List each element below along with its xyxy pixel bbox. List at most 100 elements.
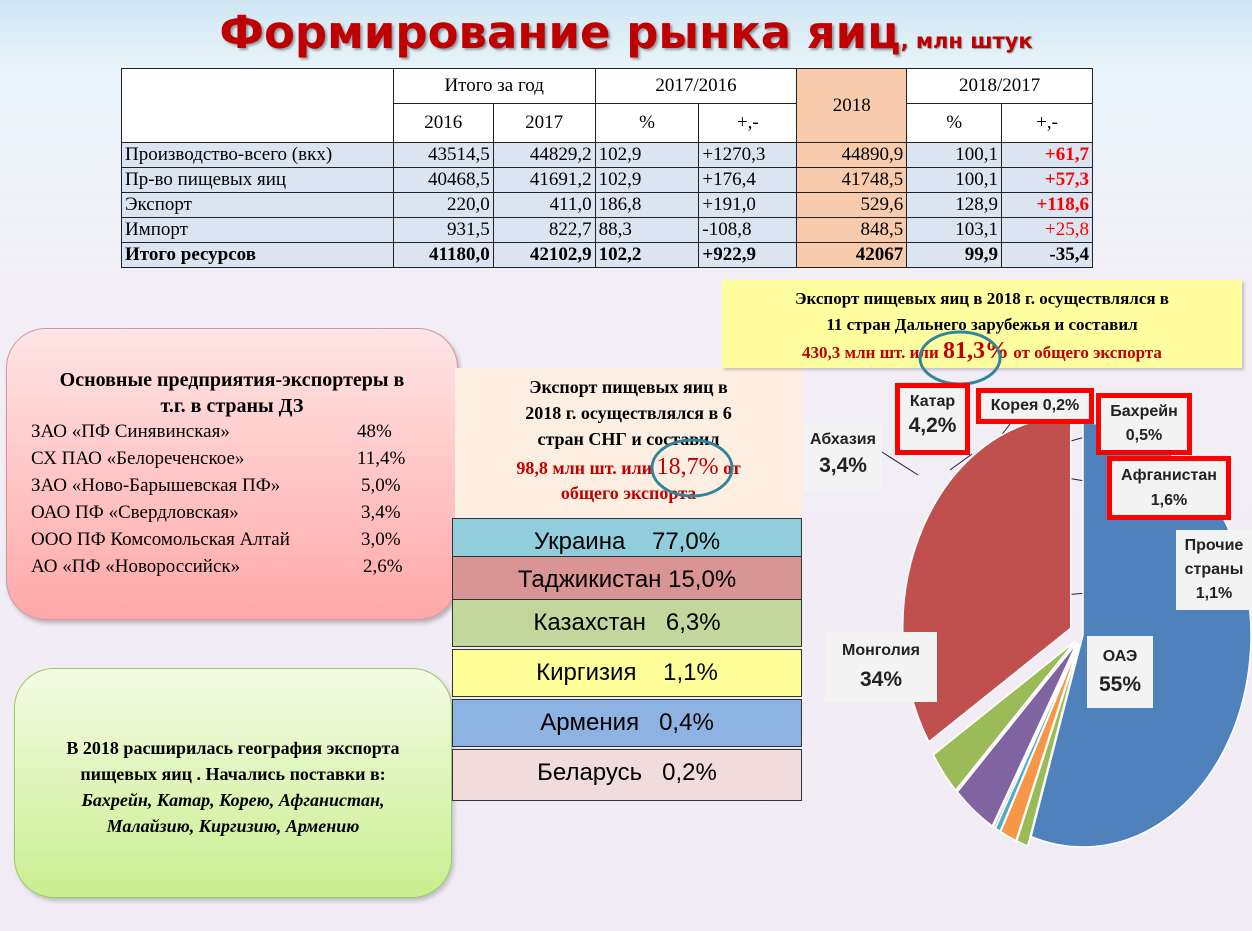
cell: +118,6 [1001,192,1093,218]
cis-line: Экспорт пищевых яиц в [529,377,728,397]
title-main: Формирование рынка яиц [219,6,901,59]
pie-label-other: Прочие страны 1,1% [1176,530,1252,610]
cell: +25,8 [1001,217,1093,243]
cis-country-row: Казахстан 6,3% [452,599,802,647]
subheader-2017: 2017 [492,103,596,143]
header-2017-2016: 2017/2016 [594,68,798,104]
cell: 41691,2 [492,167,596,193]
label-value: 3,4% [819,454,867,477]
cell: 42067 [796,242,908,268]
pie-slice-6 [932,640,1076,792]
exporter-name: ЗАО «ПФ Синявинская» [31,421,230,442]
subheader-diff-2: +,- [1001,103,1093,143]
cell: 128,9 [906,192,1003,218]
cell: 529,6 [796,192,908,218]
cis-country-row: Таджикистан 15,0% [452,556,802,604]
header-2018-2017: 2018/2017 [906,68,1093,104]
country-share: 1,1% [663,659,718,686]
cell: 186,8 [594,192,700,218]
row-label: Производство-всего (вкх) [121,142,394,168]
header-total-year: Итого за год [392,68,596,104]
cell: 100,1 [906,142,1003,168]
cis-share: 18,7% [656,454,719,480]
header-2018: 2018 [796,68,908,143]
label-value: 1,6% [1150,492,1188,509]
label-value: 4,2% [908,414,957,437]
cell: 102,9 [594,142,700,168]
row-label: Импорт [121,217,394,243]
label-name: Монголия [842,642,920,659]
label-value: 55% [1098,673,1142,696]
leader-line-1 [949,453,973,471]
subheader-pct-1: % [594,103,700,143]
row-label: Итого ресурсов [121,242,394,268]
cis-country-row: Беларусь 0,2% [452,749,802,801]
pie-slice-1 [1015,644,1081,848]
pie-slice-4 [992,643,1079,830]
exporters-heading-line: т.г. в страны ДЗ [160,395,304,417]
label-value: 0,5% [1125,427,1163,444]
table-row-total: Итого ресурсов 41180,0 42102,9 102,2 +92… [121,242,1093,268]
table-row: Производство-всего (вкх) 43514,5 44829,2… [121,142,1093,168]
label-name: Корея 0,2% [990,397,1080,414]
label-name: Абхазия [810,431,876,448]
cell: 40468,5 [392,167,494,193]
exporter-share: 2,6% [363,556,403,577]
exporter-item: ООО ПФ Комсомольская Алтай 3,0% [31,529,401,551]
label-value: 34% [859,668,903,691]
country-share: 77,0% [651,528,721,555]
far-line: 11 стран Дальнего зарубежья и составил [826,315,1138,334]
cell: 103,1 [906,217,1003,243]
row-label: Пр-во пищевых яиц [121,167,394,193]
cell: 44829,2 [492,142,596,168]
cell: -35,4 [1001,242,1093,268]
geo-line: В 2018 расширилась география экспорта [66,738,400,758]
cell: +61,7 [1001,142,1093,168]
cell: 102,9 [594,167,700,193]
cell: 88,3 [594,217,700,243]
exporter-item: СХ ПАО «Белореченское» 11,4% [31,448,405,470]
exporter-item: АО «ПФ «Новороссийск» 2,6% [31,556,403,578]
cis-amount: 98,8 млн шт. или [516,458,657,478]
cis-line: 98,8 млн шт. или 18,7% от [455,454,802,481]
exporter-share: 48% [357,421,392,442]
exporter-item: ОАО ПФ «Свердловская» 3,4% [31,502,401,524]
cell: 822,7 [492,217,596,243]
cell: 44890,9 [796,142,908,168]
cell: 43514,5 [392,142,494,168]
label-name: Катар [909,393,956,410]
cis-line: общего экспорта [560,483,697,503]
geo-line: Малайзию, Киргизию, Армению [106,816,360,836]
cell: +191,0 [698,192,798,218]
table-corner [121,68,394,143]
label-name: Бахрейн [1110,403,1178,420]
pie-label-uae: ОАЭ 55% [1087,636,1153,708]
pie-label-mongolia: Монголия 34% [825,632,937,702]
row-label: Экспорт [121,192,394,218]
exporter-item: ЗАО «ПФ Синявинская» 48% [31,421,392,443]
exporter-share: 3,4% [361,502,401,523]
cell: 41180,0 [392,242,494,268]
cell: +922,9 [698,242,798,268]
cis-country-row: Киргизия 1,1% [452,649,802,697]
subheader-2016: 2016 [392,103,494,143]
leader-line-0 [881,451,919,476]
cell: 931,5 [392,217,494,243]
export-pie-chart [881,415,1252,848]
exporter-name: ЗАО «Ново-Барышевская ПФ» [31,475,281,496]
title-unit: , млн штук [900,29,1033,53]
exporter-item: ЗАО «Ново-Барышевская ПФ» 5,0% [31,475,401,497]
exporter-name: ОАО ПФ «Свердловская» [31,502,239,523]
cis-line: стран СНГ и составил [537,429,720,449]
cell: +176,4 [698,167,798,193]
subheader-diff-1: +,- [698,103,798,143]
subheader-pct-2: % [906,103,1003,143]
country-name: Украина [533,528,626,555]
exporter-name: АО «ПФ «Новороссийск» [31,556,241,577]
country-name: Таджикистан [517,566,662,593]
exporter-share: 5,0% [361,475,401,496]
cell: 99,9 [906,242,1003,268]
country-name: Беларусь [537,759,643,786]
cis-export-box: Экспорт пищевых яиц в 2018 г. осуществля… [455,368,802,518]
cis-line: 2018 г. осуществлялся в 6 [525,403,732,423]
